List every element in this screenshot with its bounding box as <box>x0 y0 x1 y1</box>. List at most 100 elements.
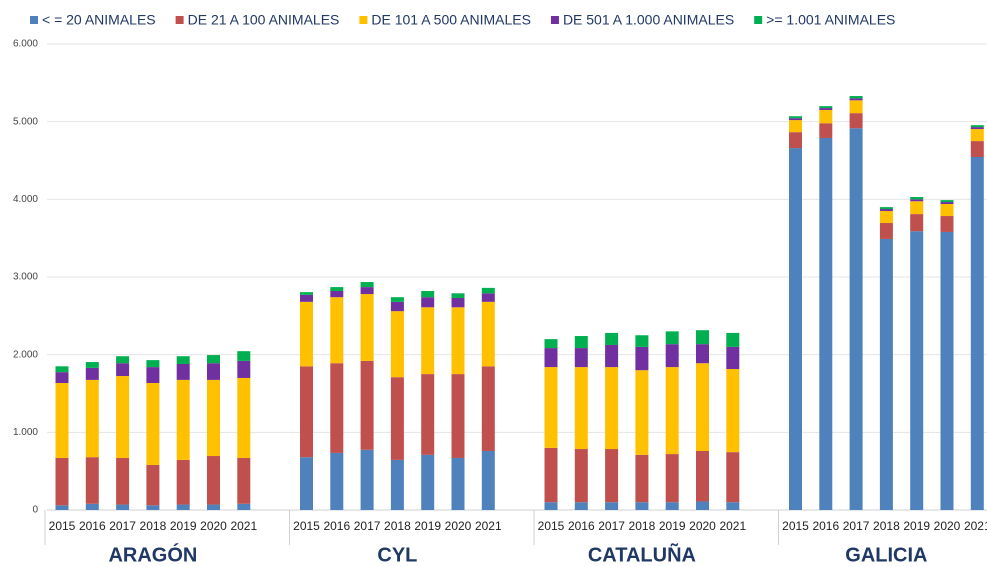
x-tick-label: 2018 <box>873 519 900 533</box>
bar-segment <box>176 504 190 510</box>
bar-segment <box>207 504 220 510</box>
bar-segment <box>85 503 99 510</box>
bar-segment <box>481 301 495 367</box>
bar-segment <box>605 449 619 503</box>
bar-segment <box>330 452 344 510</box>
bar-segment <box>481 293 495 302</box>
bar-segment <box>970 129 984 142</box>
x-tick-label: 2016 <box>323 519 350 533</box>
bar-segment <box>390 311 404 378</box>
bar-segment <box>726 332 740 347</box>
bar-segment <box>789 132 802 149</box>
bar-segment <box>360 360 374 450</box>
x-tick-label: 2019 <box>414 519 441 533</box>
bar-segment <box>940 203 954 217</box>
legend-label: DE 501 A 1.000 ANIMALES <box>563 12 734 28</box>
bar-segment <box>574 449 588 503</box>
legend-label: DE 21 A 100 ANIMALES <box>188 12 340 28</box>
x-tick-label: 2017 <box>598 519 625 533</box>
bar-segment <box>635 454 649 503</box>
bar-segment <box>390 459 404 510</box>
bar-segment <box>635 335 649 347</box>
bar-segment <box>300 301 313 367</box>
bar-segment <box>910 199 924 202</box>
bar-segment <box>940 202 954 204</box>
bar-segment <box>726 452 740 503</box>
bar-segment <box>574 348 588 368</box>
x-tick-label: 2017 <box>843 519 870 533</box>
bar-segment <box>970 127 984 130</box>
bar-segment <box>970 141 984 158</box>
x-tick-label: 2020 <box>445 519 472 533</box>
bar-segment <box>819 108 833 111</box>
bar-segment <box>544 339 558 349</box>
bar-segment <box>55 372 69 384</box>
x-tick-label: 2020 <box>689 519 716 533</box>
legend-label: >= 1.001 ANIMALES <box>766 12 895 28</box>
group-label: ARAGÓN <box>108 542 197 566</box>
bar-segment <box>237 351 251 361</box>
legend-swatch <box>175 16 184 24</box>
bar-segment <box>85 367 99 380</box>
x-tick-label: 2015 <box>49 519 76 533</box>
bar-segment <box>574 502 588 510</box>
x-tick-label: 2019 <box>903 519 930 533</box>
x-tick-label: 2020 <box>200 519 227 533</box>
bar-segment <box>940 200 954 203</box>
legend-label: < = 20 ANIMALES <box>42 12 156 28</box>
x-tick-label: 2021 <box>475 519 502 533</box>
x-tick-label: 2019 <box>170 519 197 533</box>
bar-segment <box>605 502 619 510</box>
bar-segment <box>116 363 130 377</box>
bar-segment <box>635 370 649 455</box>
y-tick-label: 3.000 <box>13 272 38 283</box>
bar-segment <box>451 293 465 298</box>
y-tick-label: 1.000 <box>13 427 38 438</box>
bar-segment <box>789 120 802 133</box>
x-tick-label: 2021 <box>964 519 987 533</box>
bar-segment <box>544 367 558 448</box>
bar-segment <box>879 210 893 224</box>
bar-segment <box>207 355 220 364</box>
bar-segment <box>146 464 160 506</box>
bar-segment <box>849 98 863 101</box>
bar-segment <box>146 367 160 384</box>
bar-segment <box>819 137 833 510</box>
bar-segment <box>300 457 313 510</box>
bar-segment <box>696 344 709 364</box>
bar-segment <box>116 457 130 505</box>
bar-segment <box>237 457 251 504</box>
bar-segment <box>116 376 130 458</box>
bar-segment <box>360 287 374 295</box>
bar-segment <box>55 383 69 458</box>
bar-segment <box>390 301 404 312</box>
x-tick-label: 2018 <box>140 519 167 533</box>
bar-segment <box>55 457 69 506</box>
bar-segment <box>910 197 924 200</box>
bar-segment <box>300 294 313 302</box>
bar-segment <box>237 503 251 510</box>
bar-segment <box>879 238 893 510</box>
x-tick-label: 2019 <box>659 519 686 533</box>
bar-segment <box>85 457 99 504</box>
y-tick-label: 5.000 <box>13 116 38 127</box>
bar-segment <box>544 348 558 368</box>
bar-segment <box>849 128 863 511</box>
y-tick-label: 4.000 <box>13 194 38 205</box>
bar-segment <box>879 207 893 210</box>
y-tick-label: 6.000 <box>13 39 38 50</box>
bar-segment <box>940 231 954 510</box>
bar-segment <box>85 379 99 458</box>
bar-segment <box>665 454 679 503</box>
bar-segment <box>910 201 924 215</box>
bar-segment <box>421 454 435 510</box>
bar-segment <box>116 504 130 510</box>
x-tick-label: 2018 <box>384 519 411 533</box>
bar-segment <box>789 118 802 121</box>
bar-segment <box>726 369 740 453</box>
x-tick-label: 2017 <box>109 519 136 533</box>
bar-segment <box>421 290 435 298</box>
bar-segment <box>849 96 863 99</box>
bar-segment <box>451 307 465 375</box>
bar-segment <box>574 367 588 450</box>
